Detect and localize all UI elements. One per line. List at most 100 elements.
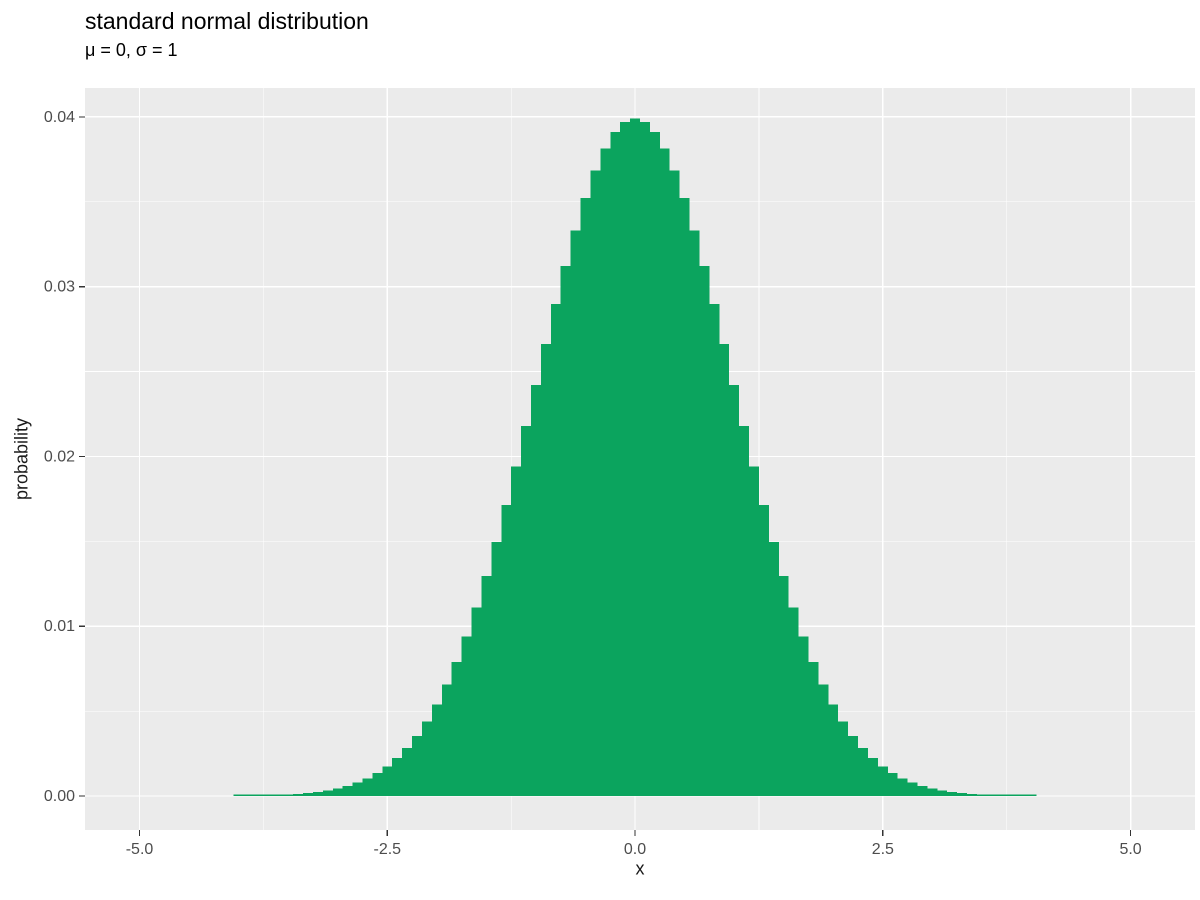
histogram-bar bbox=[550, 304, 561, 797]
histogram-bar bbox=[600, 148, 611, 797]
histogram-bar bbox=[709, 304, 720, 797]
histogram-bar bbox=[887, 772, 898, 797]
histogram-bar bbox=[511, 466, 522, 797]
histogram-bar bbox=[530, 385, 541, 797]
histogram-bar bbox=[362, 778, 373, 797]
histogram-bar bbox=[947, 791, 958, 797]
histogram-bar bbox=[481, 576, 492, 797]
histogram-bar bbox=[501, 505, 512, 797]
histogram-bar bbox=[580, 198, 591, 797]
histogram-bar bbox=[451, 661, 462, 797]
histogram-bar bbox=[431, 704, 442, 797]
histogram-bar bbox=[967, 794, 977, 797]
histogram-bar bbox=[1006, 794, 1017, 797]
histogram-bar bbox=[758, 505, 769, 797]
histogram-bar bbox=[263, 794, 274, 797]
x-tick-label: 5.0 bbox=[1119, 841, 1141, 858]
x-axis-tick-labels: -5.0 -2.5 0.0 2.5 5.0 bbox=[126, 841, 1142, 858]
histogram-bar bbox=[778, 576, 789, 797]
histogram-bar bbox=[560, 265, 571, 797]
histogram-bar bbox=[907, 782, 918, 797]
histogram-bar bbox=[649, 132, 660, 797]
histogram-bar bbox=[659, 148, 670, 797]
histogram-bar bbox=[461, 636, 472, 797]
histogram-bar bbox=[986, 794, 997, 797]
histogram-bar bbox=[640, 122, 650, 797]
histogram-bar bbox=[729, 385, 740, 797]
histogram-bar bbox=[620, 122, 631, 797]
histogram-bar bbox=[897, 778, 908, 797]
histogram-bar bbox=[610, 132, 621, 797]
x-tick-label: -2.5 bbox=[373, 841, 401, 858]
histogram-bar bbox=[521, 426, 531, 797]
histogram-bar bbox=[689, 230, 700, 797]
histogram-bar bbox=[283, 794, 294, 797]
histogram-bar bbox=[937, 790, 948, 797]
histogram-bar bbox=[768, 541, 779, 797]
histogram-bar bbox=[312, 791, 323, 797]
histogram-bar bbox=[421, 721, 432, 797]
histogram-bar bbox=[392, 758, 403, 797]
histogram-bar bbox=[858, 747, 868, 797]
histogram-bar bbox=[788, 607, 799, 797]
histogram-bar bbox=[976, 794, 987, 797]
histogram-bar bbox=[441, 684, 452, 797]
histogram-bar bbox=[372, 772, 383, 797]
histogram-bar bbox=[322, 790, 333, 797]
histogram-bar bbox=[749, 466, 759, 797]
histogram-bar bbox=[233, 794, 244, 797]
histogram-bars bbox=[233, 118, 1037, 797]
histogram-bar bbox=[808, 661, 819, 797]
histogram-bar bbox=[739, 426, 750, 797]
axis-ticks bbox=[79, 116, 1132, 836]
histogram-bar bbox=[293, 794, 304, 797]
histogram-bar bbox=[570, 230, 581, 797]
y-tick-label: 0.04 bbox=[44, 109, 75, 126]
histogram-bar bbox=[303, 793, 313, 797]
histogram-bar bbox=[1016, 794, 1027, 797]
histogram-bar bbox=[382, 766, 393, 797]
y-tick-label: 0.01 bbox=[44, 618, 75, 635]
chart-subtitle: μ = 0, σ = 1 bbox=[85, 40, 178, 60]
histogram-bar bbox=[818, 684, 829, 797]
histogram-bar bbox=[848, 735, 859, 797]
x-tick-label: -5.0 bbox=[126, 841, 154, 858]
histogram-bar bbox=[342, 785, 353, 797]
histogram-bar bbox=[917, 785, 928, 797]
histogram-bar bbox=[402, 747, 413, 797]
histogram-bar bbox=[957, 793, 968, 797]
histogram-bar bbox=[867, 758, 878, 797]
histogram-bar bbox=[540, 344, 551, 797]
histogram-bar bbox=[253, 794, 264, 797]
histogram-bar bbox=[332, 788, 343, 797]
histogram-bar bbox=[590, 170, 601, 797]
histogram-bar bbox=[927, 788, 938, 797]
histogram-bar bbox=[828, 704, 839, 797]
y-tick-label: 0.02 bbox=[44, 448, 75, 465]
chart-title: standard normal distribution bbox=[85, 8, 369, 34]
histogram-bar bbox=[877, 766, 888, 797]
histogram-bar bbox=[679, 198, 690, 797]
y-axis-title: probability bbox=[11, 417, 32, 501]
histogram-bar bbox=[669, 170, 680, 797]
histogram-bar bbox=[996, 794, 1007, 797]
histogram-bar bbox=[838, 721, 849, 797]
histogram-bar bbox=[273, 794, 284, 797]
histogram-bar bbox=[699, 265, 710, 797]
histogram-bar bbox=[412, 735, 422, 797]
x-axis-title: x bbox=[635, 858, 645, 879]
y-tick-label: 0.00 bbox=[44, 788, 75, 805]
histogram-bar bbox=[798, 636, 809, 797]
x-tick-label: 0.0 bbox=[624, 841, 646, 858]
x-tick-label: 2.5 bbox=[872, 841, 894, 858]
histogram-bar bbox=[1026, 794, 1037, 797]
y-axis-tick-labels: 0.00 0.01 0.02 0.03 0.04 bbox=[44, 109, 75, 805]
histogram-bar bbox=[352, 782, 363, 797]
histogram-bar bbox=[491, 541, 502, 797]
histogram-bar bbox=[630, 118, 640, 797]
histogram-bar bbox=[243, 794, 254, 797]
histogram-bar bbox=[719, 344, 730, 797]
y-tick-label: 0.03 bbox=[44, 279, 75, 296]
